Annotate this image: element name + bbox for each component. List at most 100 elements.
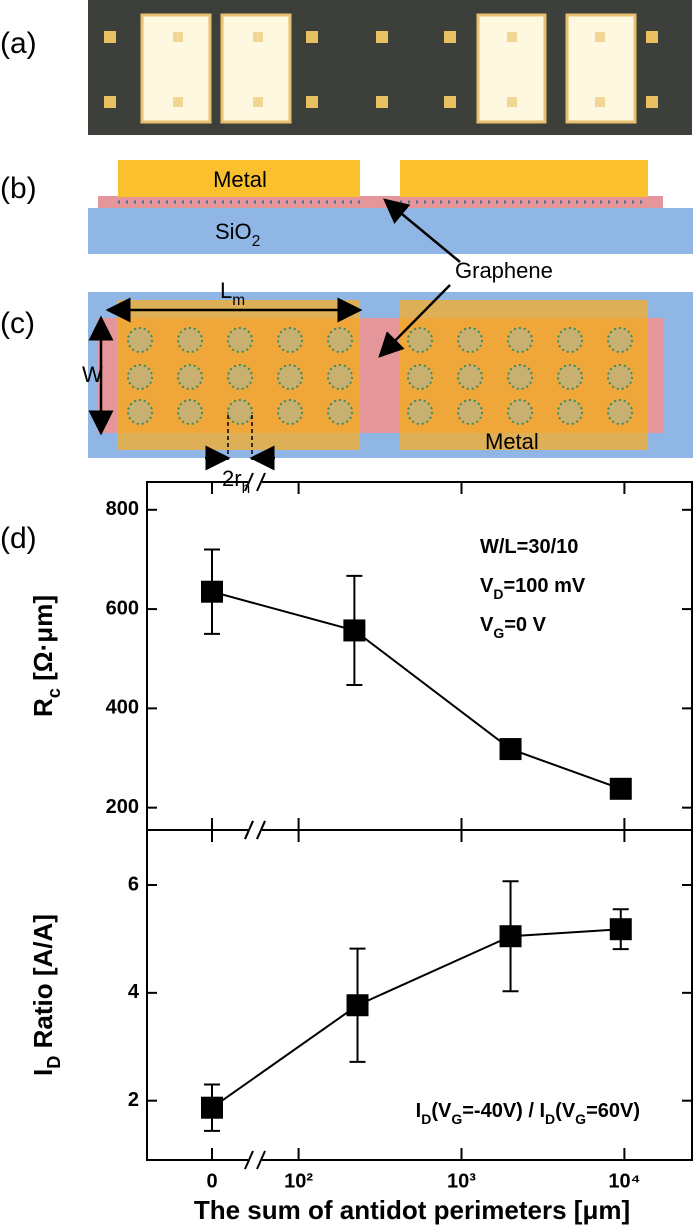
subscript: D (44, 1056, 64, 1069)
x-tick-label: 10⁴ (608, 1170, 640, 1192)
text-part: [Ω·μm] (28, 595, 58, 688)
hole (557, 399, 583, 425)
mark (646, 31, 658, 43)
text-part: =0 V (504, 614, 546, 636)
sio2-layer (88, 208, 693, 254)
hole (327, 327, 353, 353)
mark (507, 32, 517, 42)
hole (127, 399, 153, 425)
metal-edge (117, 433, 360, 450)
width-label: W (82, 362, 103, 387)
metal (400, 160, 648, 197)
y-tick-label: 600 (106, 597, 139, 619)
axis-break (244, 1150, 266, 1170)
y-tick-label: 2 (128, 1089, 139, 1111)
hole (607, 364, 633, 390)
y-tick-label: 4 (128, 981, 140, 1003)
panel-label: (b) (0, 172, 37, 205)
mark (104, 31, 116, 43)
mark (253, 97, 263, 107)
data-point (346, 994, 369, 1017)
mark (376, 31, 388, 43)
hole (407, 399, 433, 425)
y-tick-label: 6 (128, 873, 139, 895)
subscript: c (44, 688, 64, 698)
data-point (201, 1096, 223, 1119)
mark (173, 97, 183, 107)
mark (376, 96, 388, 108)
x-tick-label: 10³ (447, 1170, 476, 1192)
mark (444, 96, 456, 108)
hole (277, 327, 303, 353)
hole (127, 364, 153, 390)
text-part: 2r (222, 466, 242, 491)
hole (607, 327, 633, 353)
x-tick-label: 10² (284, 1170, 313, 1192)
hole (327, 364, 353, 390)
text-part: (V (555, 1100, 576, 1122)
axis-break-gap (248, 1157, 262, 1163)
antidot-holes (127, 327, 633, 425)
hole (227, 364, 253, 390)
metal-edge (400, 300, 648, 318)
x-tick-label: 0 (206, 1170, 217, 1192)
subscript: m (232, 292, 245, 309)
hole (457, 364, 483, 390)
subscript: D (421, 1111, 431, 1127)
mark (507, 97, 517, 107)
subscript: G (493, 625, 504, 641)
hole (127, 327, 153, 353)
metal (118, 160, 360, 197)
hole (507, 327, 533, 353)
mark (595, 97, 605, 107)
y-tick-label: 800 (106, 498, 139, 520)
annotation: VG=0 V (480, 614, 547, 640)
text-part: =60V) (586, 1100, 640, 1122)
length-label: Lm (220, 278, 245, 309)
hole (457, 327, 483, 353)
annotation: ID(VG=-40V) / ID(VG=60V) (416, 1100, 640, 1126)
annotation: W/L=30/10 (480, 536, 578, 558)
hole (177, 364, 203, 390)
subscript: D (545, 1111, 555, 1127)
sio2-label: SiO2 (215, 219, 260, 250)
metal-label: Metal (213, 167, 267, 192)
text-part: I (416, 1100, 422, 1122)
mark (444, 31, 456, 43)
hole (407, 327, 433, 353)
data-line (211, 590, 622, 790)
data-point (201, 580, 223, 603)
axis-break (244, 472, 266, 492)
hole (407, 364, 433, 390)
mark (646, 96, 658, 108)
data-point (609, 777, 632, 800)
hole (507, 364, 533, 390)
data-line (211, 928, 621, 1109)
data-point (499, 738, 522, 761)
plot-frame (146, 829, 693, 1161)
text-part: =100 mV (503, 575, 585, 597)
mark (595, 32, 605, 42)
graphene-label: Graphene (455, 258, 553, 283)
metal-label: Metal (485, 429, 539, 454)
hole (177, 399, 203, 425)
text-part: R (28, 698, 58, 717)
axis-break-gap (248, 479, 262, 485)
subscript: 2 (252, 233, 261, 250)
axis-break-gap (248, 827, 262, 833)
axis-break (244, 820, 266, 840)
hole (557, 327, 583, 353)
data-point (609, 918, 632, 941)
text-part: V (480, 614, 494, 636)
data-point (343, 619, 366, 642)
text-part: V (480, 575, 494, 597)
hole (277, 364, 303, 390)
mark (253, 32, 263, 42)
annotation: VD=100 mV (480, 575, 586, 601)
text-part: I (28, 1069, 58, 1076)
hole (507, 399, 533, 425)
hole (557, 364, 583, 390)
y-axis-label: Rc [Ω·μm] (28, 595, 64, 717)
text-part: L (220, 278, 232, 303)
